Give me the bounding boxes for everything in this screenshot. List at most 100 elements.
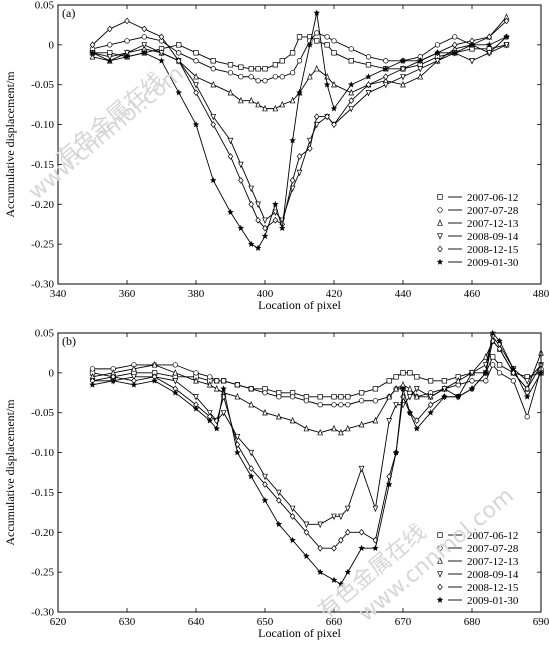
data-point xyxy=(248,200,254,208)
data-point xyxy=(248,386,254,392)
data-point xyxy=(158,57,165,64)
data-point xyxy=(437,219,443,226)
data-point xyxy=(247,240,255,248)
data-point xyxy=(331,424,337,432)
data-point xyxy=(210,66,216,72)
data-point xyxy=(331,544,337,552)
panel-label: (b) xyxy=(62,334,76,348)
data-point xyxy=(296,34,303,40)
panel-label: (a) xyxy=(62,6,75,20)
data-point xyxy=(524,378,531,385)
data-point xyxy=(437,557,443,564)
y-tick-label: -0.05 xyxy=(31,407,54,419)
data-point xyxy=(176,50,182,56)
data-point xyxy=(324,113,330,120)
data-point xyxy=(337,580,345,587)
data-point xyxy=(227,70,234,76)
data-point xyxy=(213,385,220,392)
data-point xyxy=(490,362,496,368)
data-point xyxy=(238,64,244,70)
y-tick-label: -0.25 xyxy=(31,567,54,579)
data-point xyxy=(192,405,200,412)
data-point xyxy=(289,136,296,144)
data-point xyxy=(106,57,114,64)
data-point xyxy=(400,80,406,88)
data-point xyxy=(383,58,389,64)
data-point xyxy=(248,449,255,457)
series-line xyxy=(92,340,542,434)
data-point xyxy=(210,80,217,88)
y-axis-label: Accumulative displacement/m xyxy=(3,399,17,546)
data-point xyxy=(289,505,296,513)
data-point xyxy=(254,244,262,252)
data-point xyxy=(106,54,113,61)
x-tick-label: 690 xyxy=(533,616,549,628)
data-point xyxy=(289,96,296,104)
data-point xyxy=(262,104,268,112)
data-point xyxy=(434,58,441,65)
data-point xyxy=(365,81,372,89)
data-point xyxy=(262,408,268,416)
data-point xyxy=(193,58,199,64)
data-point xyxy=(348,97,355,105)
data-point xyxy=(330,105,338,112)
data-point xyxy=(503,17,510,25)
data-point xyxy=(193,394,199,401)
data-point xyxy=(206,410,213,417)
data-point xyxy=(331,402,337,408)
x-tick-label: 340 xyxy=(50,288,67,300)
data-point xyxy=(313,113,320,120)
data-point xyxy=(307,137,313,145)
data-point xyxy=(503,42,510,49)
data-point xyxy=(400,74,406,81)
data-point xyxy=(485,41,493,48)
data-point xyxy=(427,394,434,401)
data-point xyxy=(331,38,337,44)
data-point xyxy=(452,34,458,40)
data-point xyxy=(324,42,330,48)
data-point xyxy=(158,50,165,57)
data-point xyxy=(469,370,475,377)
x-tick-label: 420 xyxy=(326,288,343,300)
legend-entry: 2008-12-15 xyxy=(467,582,519,594)
data-point xyxy=(413,393,420,400)
x-axis-label: Location of pixel xyxy=(258,298,341,312)
data-point xyxy=(140,49,148,56)
data-point xyxy=(313,65,320,72)
legend-entry: 2008-09-14 xyxy=(467,569,519,581)
data-point xyxy=(372,505,379,513)
data-point xyxy=(176,42,182,48)
data-point xyxy=(524,414,530,420)
series-line xyxy=(92,44,507,222)
data-point xyxy=(279,58,285,64)
data-point xyxy=(317,428,324,436)
data-point xyxy=(272,74,279,80)
y-tick-label: 0 xyxy=(49,367,55,379)
data-point xyxy=(399,57,407,64)
data-point xyxy=(107,42,113,48)
data-point xyxy=(248,185,255,193)
data-point xyxy=(437,245,443,253)
data-point xyxy=(437,571,443,578)
data-point xyxy=(210,58,216,64)
data-point xyxy=(413,425,421,432)
data-point xyxy=(158,33,165,41)
data-point xyxy=(210,113,217,121)
data-point xyxy=(324,34,330,40)
y-tick-label: -0.15 xyxy=(31,159,54,171)
data-point xyxy=(382,73,389,81)
data-point xyxy=(261,496,269,504)
data-point xyxy=(434,49,441,56)
series-line xyxy=(92,20,507,229)
series-line xyxy=(92,32,507,82)
data-point xyxy=(303,528,310,536)
data-point xyxy=(238,74,244,80)
y-axis-label: Accumulative displacement/m xyxy=(3,71,17,218)
data-point xyxy=(372,544,379,552)
x-tick-label: 670 xyxy=(395,616,412,628)
data-point xyxy=(289,416,296,424)
data-point xyxy=(131,365,137,372)
x-tick-label: 360 xyxy=(119,288,136,300)
y-tick-label: -0.10 xyxy=(31,447,54,459)
